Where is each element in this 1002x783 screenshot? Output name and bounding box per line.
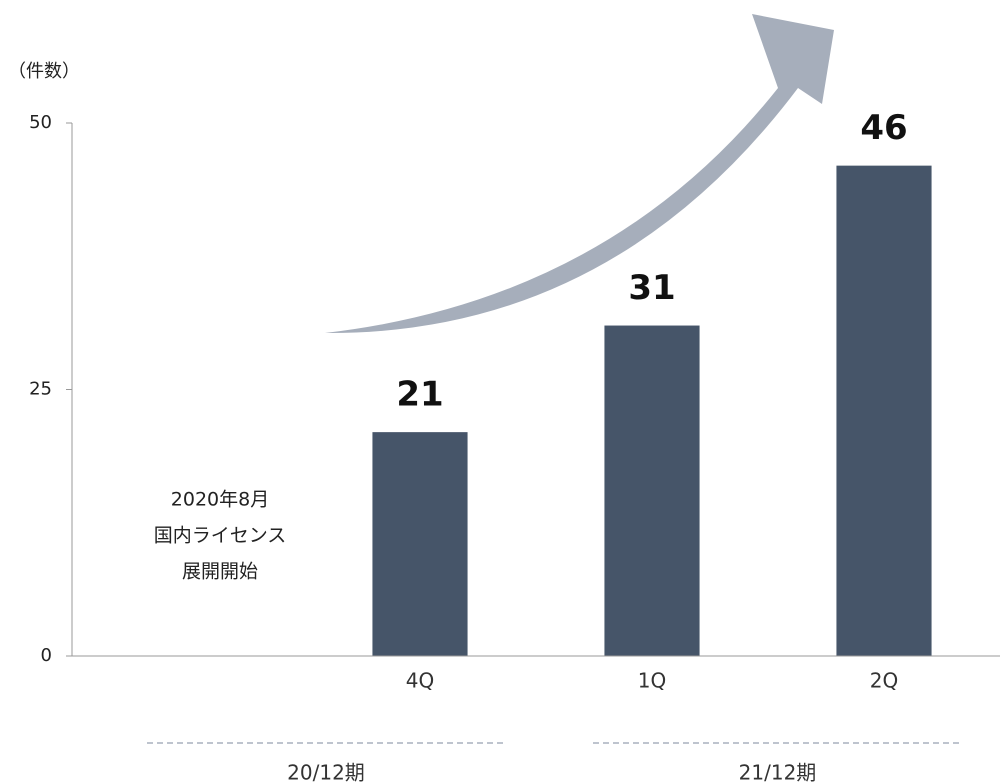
annotation: 国内ライセンス [154, 525, 287, 547]
y-tick-label: 50 [29, 112, 52, 133]
y-tick-label: 0 [41, 645, 52, 666]
annotation: 展開開始 [182, 561, 258, 583]
annotation: 2020年8月 [171, 489, 269, 511]
bar [836, 165, 932, 656]
x-tick-label: 2Q [870, 669, 898, 693]
y-axis-label: （件数） [8, 61, 80, 82]
group-label: 21/12期 [739, 761, 817, 783]
x-tick-label: 4Q [406, 669, 434, 693]
x-tick-label: 1Q [638, 669, 666, 693]
bar [604, 325, 700, 656]
growth-arrow [325, 14, 834, 334]
value-label: 46 [860, 108, 907, 148]
value-label: 31 [628, 268, 675, 308]
bar [372, 432, 468, 656]
group-label: 20/12期 [287, 761, 365, 783]
y-tick-label: 25 [29, 379, 52, 400]
value-label: 21 [396, 375, 443, 415]
